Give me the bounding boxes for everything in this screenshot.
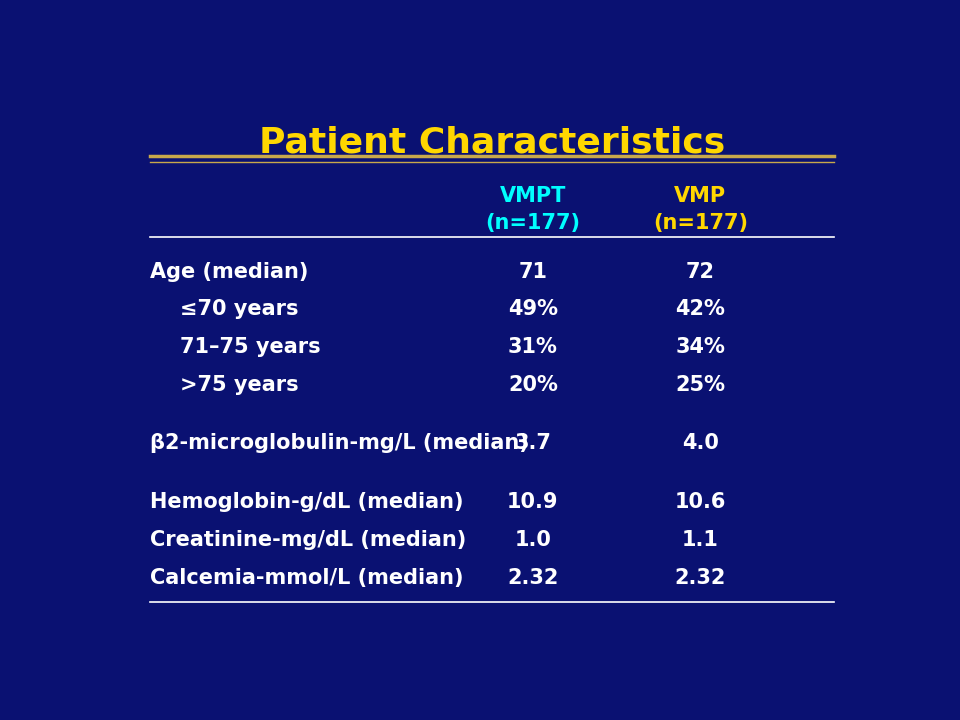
Text: 34%: 34% bbox=[676, 337, 725, 357]
Text: 10.9: 10.9 bbox=[507, 492, 559, 512]
Text: Patient Characteristics: Patient Characteristics bbox=[259, 125, 725, 159]
Text: β2-microglobulin-mg/L (median): β2-microglobulin-mg/L (median) bbox=[150, 433, 529, 454]
Text: 3.7: 3.7 bbox=[515, 433, 551, 454]
Text: 71–75 years: 71–75 years bbox=[180, 337, 320, 357]
Text: 2.32: 2.32 bbox=[507, 567, 559, 588]
Text: Age (median): Age (median) bbox=[150, 261, 308, 282]
Text: 2.32: 2.32 bbox=[675, 567, 726, 588]
Text: >75 years: >75 years bbox=[180, 374, 299, 395]
Text: Creatinine-mg/dL (median): Creatinine-mg/dL (median) bbox=[150, 530, 466, 550]
Text: 71: 71 bbox=[518, 261, 547, 282]
Text: Calcemia-mmol/L (median): Calcemia-mmol/L (median) bbox=[150, 567, 464, 588]
Text: 1.0: 1.0 bbox=[515, 530, 551, 550]
Text: VMPT
(n=177): VMPT (n=177) bbox=[486, 186, 581, 233]
Text: ≤70 years: ≤70 years bbox=[180, 300, 298, 319]
Text: 4.0: 4.0 bbox=[682, 433, 719, 454]
Text: VMP
(n=177): VMP (n=177) bbox=[653, 186, 748, 233]
Text: 31%: 31% bbox=[508, 337, 558, 357]
Text: 25%: 25% bbox=[675, 374, 726, 395]
Text: 72: 72 bbox=[685, 261, 715, 282]
Text: 20%: 20% bbox=[508, 374, 558, 395]
Text: 49%: 49% bbox=[508, 300, 558, 319]
Text: 42%: 42% bbox=[676, 300, 725, 319]
Text: 1.1: 1.1 bbox=[682, 530, 719, 550]
Text: Hemoglobin-g/dL (median): Hemoglobin-g/dL (median) bbox=[150, 492, 464, 512]
Text: 10.6: 10.6 bbox=[675, 492, 726, 512]
